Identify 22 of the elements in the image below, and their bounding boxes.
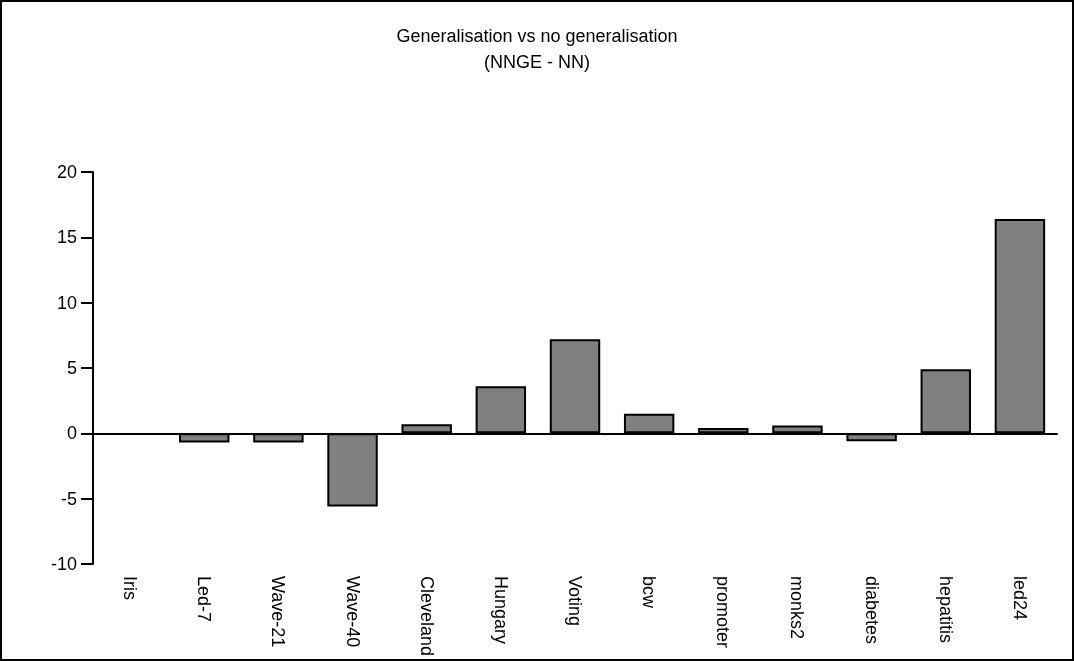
x-tick-label: Wave-40 (342, 575, 363, 648)
x-tick-label: bcw (639, 575, 660, 609)
y-tick-label: 5 (66, 357, 77, 378)
x-tick-label: promoter (713, 575, 734, 648)
y-tick-label: 10 (56, 292, 77, 313)
x-tick-label: Cleveland (416, 575, 437, 657)
y-tick-label: -5 (60, 488, 77, 509)
x-tick-label: hepatitis (935, 575, 956, 643)
chart-subtitle: (NNGE - NN) (484, 52, 590, 72)
chart-title: Generalisation vs no generalisation (396, 26, 678, 46)
y-tick-label: 20 (56, 162, 77, 182)
x-tick-label: diabetes (861, 575, 882, 645)
x-tick-label: monks2 (787, 575, 808, 639)
y-tick-label: 15 (56, 227, 77, 248)
x-tick-label: Wave-21 (268, 575, 289, 648)
x-tick-label: Led-7 (194, 575, 215, 622)
x-tick-label: Iris (120, 575, 141, 600)
y-tick-label: 0 (66, 423, 77, 444)
y-tick-label: -10 (50, 553, 77, 574)
x-tick-label: led24 (1009, 575, 1030, 620)
x-tick-label: Voting (565, 575, 585, 626)
x-tick-label: Hungary (490, 575, 511, 644)
